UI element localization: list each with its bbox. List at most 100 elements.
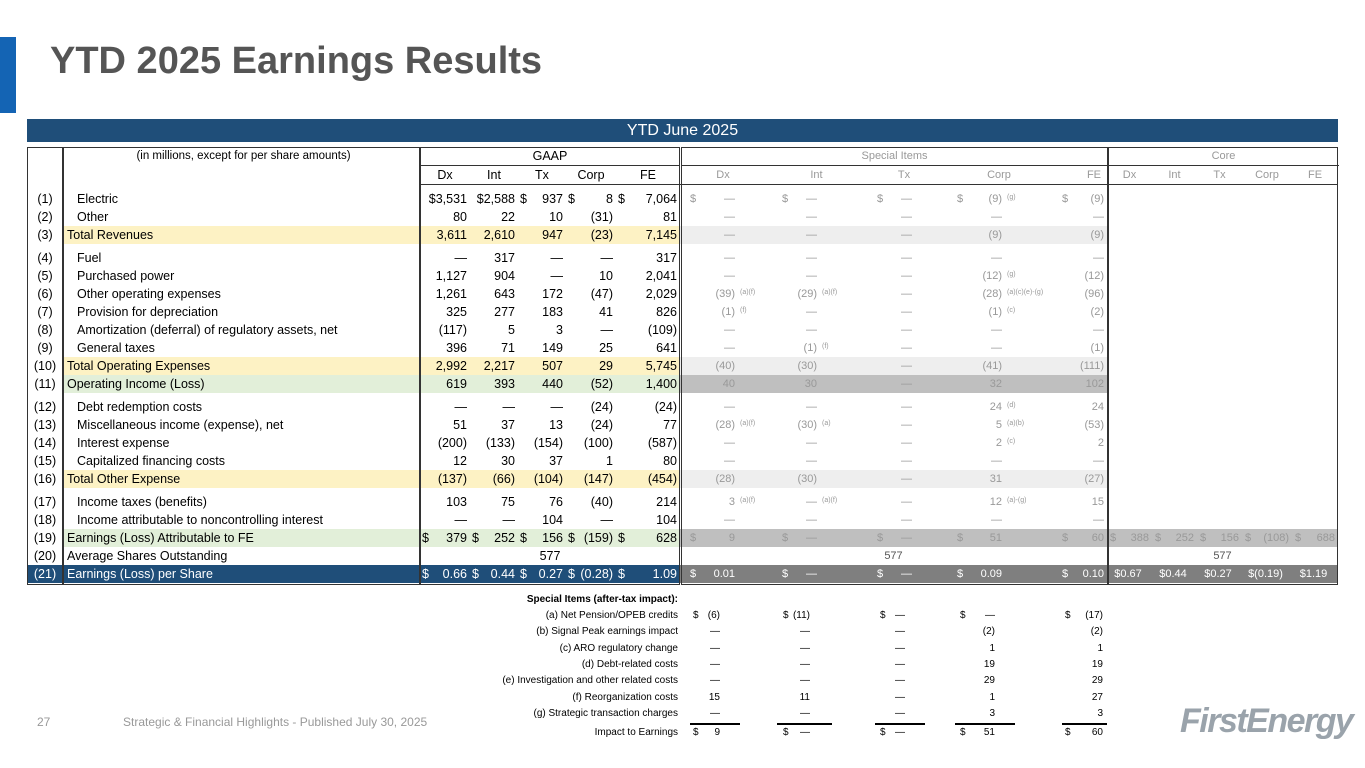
dollar-sign: $	[618, 531, 625, 545]
row-number: (2)	[37, 210, 53, 224]
value: —	[901, 288, 912, 300]
dollar-sign: $	[422, 567, 429, 581]
footnote-value: —	[895, 610, 905, 621]
footnote-label: Impact to Earnings	[594, 727, 678, 739]
value: (12)	[982, 270, 1002, 282]
value: (159)	[583, 531, 613, 545]
gaap-value: 947	[518, 226, 566, 244]
special-value: —	[947, 339, 1057, 357]
gaap-value: (40)	[566, 493, 616, 511]
gaap-value: —	[566, 321, 616, 339]
special-value: —	[867, 470, 947, 488]
value: 172	[542, 287, 563, 301]
value: (108)	[1263, 532, 1289, 544]
value: (454)	[647, 472, 677, 486]
special-value: —	[867, 267, 947, 285]
footnote-value: —	[895, 658, 905, 670]
footnote-ref: (a)(b)	[1007, 420, 1025, 427]
gaap-col-dx: Dx	[420, 166, 470, 185]
gaap-value: 643	[470, 285, 518, 303]
gaap-value: 1	[566, 452, 616, 470]
gaap-value: (137)	[420, 470, 470, 488]
gaap-value: —	[470, 398, 518, 416]
special-value: —	[680, 511, 772, 529]
value: —	[724, 342, 735, 354]
core-value: $0.67	[1107, 565, 1152, 583]
footnote-row: (f) Reorganization costs 15 11 — 1 27	[0, 690, 1365, 706]
gaap-value: 440	[518, 375, 566, 393]
row-label: Income attributable to noncontrolling in…	[77, 513, 323, 527]
value: (154)	[533, 436, 563, 450]
value: —	[991, 252, 1002, 264]
value: 103	[446, 495, 467, 509]
value: 29	[599, 359, 613, 373]
special-value: (1) (c)	[947, 303, 1057, 321]
value: 31	[989, 473, 1002, 485]
gaap-value: (133)	[470, 434, 518, 452]
gaap-value: 3,611	[420, 226, 470, 244]
footnote-row: (b) Signal Peak earnings impact — — — (2) (2)	[0, 624, 1365, 640]
gaap-value: 5,745	[616, 357, 680, 375]
dollar-sign: $	[782, 193, 789, 205]
value: —	[901, 401, 912, 413]
table-row: (6) Other operating expenses 1,261 643 172 (4…	[27, 285, 1338, 303]
special-value: —	[867, 416, 947, 434]
value: —	[806, 211, 817, 223]
value: —	[806, 270, 817, 282]
value: 2,041	[645, 269, 677, 283]
special-value: (28)	[680, 470, 772, 488]
value: 9	[728, 532, 735, 544]
total-underline	[1062, 723, 1107, 725]
value: (1)	[988, 306, 1002, 318]
special-value: $0.09	[947, 565, 1057, 583]
gaap-value: (104)	[518, 470, 566, 488]
footnote-value: (6)	[707, 610, 720, 621]
row-label: Electric	[77, 192, 118, 206]
footnote-row: (e) Investigation and other related cost…	[0, 673, 1365, 689]
special-value: —	[947, 452, 1057, 470]
value: 22	[501, 210, 515, 224]
core-value: $252	[1152, 529, 1197, 547]
value: 1.09	[652, 567, 677, 581]
value: 0.09	[980, 568, 1002, 580]
row-number: (7)	[37, 305, 53, 319]
total-underline	[875, 723, 925, 725]
special-value: (39) (a)(f)	[680, 285, 772, 303]
gaap-value: —	[518, 267, 566, 285]
special-value: $60	[1057, 529, 1107, 547]
special-value: —	[772, 511, 867, 529]
special-value: —	[772, 267, 867, 285]
footnote-value: 19	[1091, 658, 1103, 670]
value: (52)	[590, 377, 613, 391]
value: —	[600, 251, 614, 265]
special-value: —	[867, 285, 947, 303]
value: 440	[542, 377, 563, 391]
special-value: —	[867, 303, 947, 321]
table-row: (17) Income taxes (benefits) 103 75 76 (40) 21…	[27, 493, 1338, 511]
value: 3	[728, 496, 735, 508]
dollar-sign: $	[568, 567, 575, 581]
value: (1)	[721, 306, 735, 318]
dollar-sign: $	[1062, 193, 1069, 205]
header-core: Core	[1108, 147, 1339, 166]
footnote-ref: (g)	[1007, 271, 1016, 278]
value: —	[806, 496, 817, 508]
footnote-value: 11	[799, 691, 810, 703]
special-value: 40	[680, 375, 772, 393]
core-col-fe: FE	[1292, 166, 1338, 185]
table-row: (15) Capitalized financing costs 12 30 37 1 80…	[27, 452, 1338, 470]
value: (66)	[492, 472, 515, 486]
special-value: (27)	[1057, 470, 1107, 488]
gaap-value: —	[518, 249, 566, 267]
value: —	[991, 455, 1002, 467]
footnote-ref: (f)	[822, 343, 829, 350]
value: (30)	[797, 473, 817, 485]
gaap-value: 183	[518, 303, 566, 321]
value: 10	[599, 269, 613, 283]
special-value: —	[1057, 208, 1107, 226]
dollar-sign: $	[957, 532, 964, 544]
value: 13	[549, 418, 563, 432]
table-row: (14) Interest expense (200) (133) (154) (100)…	[27, 434, 1338, 452]
footnote-value: —	[710, 658, 720, 670]
value: 5	[508, 323, 515, 337]
